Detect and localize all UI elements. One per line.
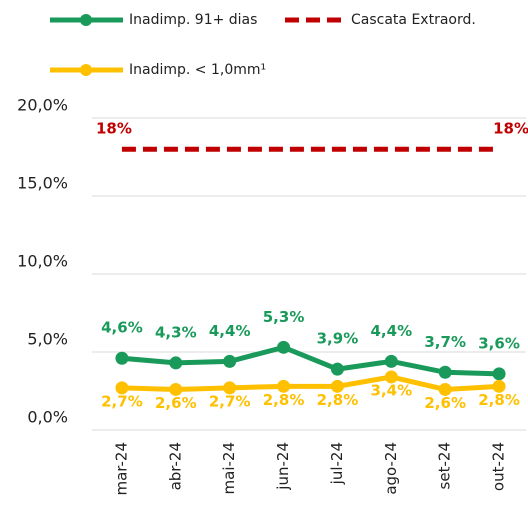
y-tick-label: 10,0%: [17, 252, 68, 271]
marker: [492, 367, 506, 381]
data-label: 3,4%: [371, 381, 413, 399]
marker: [115, 381, 129, 395]
series-line: [121, 344, 500, 377]
y-tick-label: 15,0%: [17, 174, 68, 193]
data-label: 18%: [96, 120, 132, 138]
x-tick-label: jul-24: [328, 442, 346, 485]
marker: [169, 382, 183, 396]
marker: [115, 351, 129, 365]
data-label: 4,3%: [155, 323, 197, 341]
legend-marker: [80, 14, 92, 26]
data-label: 3,6%: [478, 334, 520, 352]
data-label: 2,6%: [424, 394, 466, 412]
marker: [438, 365, 452, 379]
y-tick-label: 0,0%: [27, 408, 68, 427]
data-label: 2,6%: [155, 394, 197, 412]
data-label: 4,6%: [101, 319, 143, 337]
marker: [384, 354, 398, 368]
marker: [492, 379, 506, 393]
data-label: 4,4%: [209, 322, 251, 340]
marker: [223, 354, 237, 368]
marker: [223, 381, 237, 395]
x-tick-label: out-24: [490, 442, 508, 491]
marker: [330, 379, 344, 393]
data-label: 2,7%: [101, 392, 143, 410]
x-tick-label: ago-24: [382, 442, 400, 495]
x-tick-label: jun-24: [274, 442, 292, 491]
x-tick-label: mar-24: [112, 442, 130, 496]
data-label: 4,4%: [371, 322, 413, 340]
marker: [277, 379, 291, 393]
data-label: 2,8%: [317, 391, 359, 409]
y-tick-label: 20,0%: [17, 96, 68, 115]
x-tick-label: abr-24: [166, 442, 184, 490]
marker: [438, 382, 452, 396]
data-label: 5,3%: [263, 308, 305, 326]
series-line: [121, 374, 500, 392]
x-tick-label: set-24: [436, 442, 454, 489]
data-label: 3,9%: [317, 330, 359, 348]
marker: [384, 370, 398, 384]
y-tick-label: 5,0%: [27, 330, 68, 349]
legend-label: Cascata Extraord.: [351, 12, 476, 28]
data-label: 3,7%: [424, 333, 466, 351]
data-label: 2,7%: [209, 392, 251, 410]
legend-label: Inadimp. 91+ dias: [129, 12, 257, 28]
marker: [277, 340, 291, 354]
data-label: 18%: [493, 120, 528, 138]
x-tick-label: mai-24: [220, 442, 238, 494]
data-label: 2,8%: [263, 391, 305, 409]
marker: [330, 362, 344, 376]
legend-marker: [80, 64, 92, 76]
data-label: 2,8%: [478, 391, 520, 409]
marker: [169, 356, 183, 370]
legend-label: Inadimp. < 1,0mm¹: [129, 62, 266, 78]
